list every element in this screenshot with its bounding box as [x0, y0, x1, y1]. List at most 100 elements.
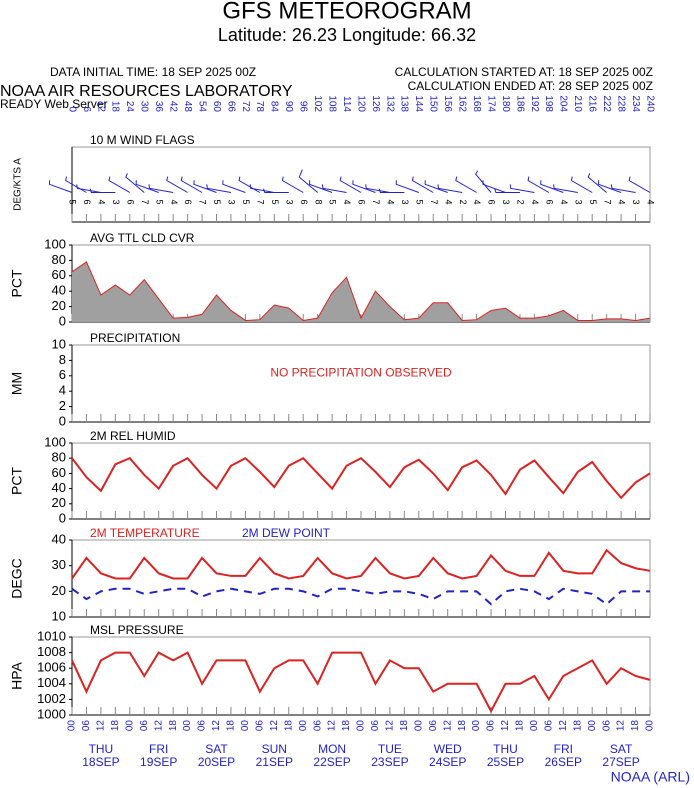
top-hour-label: 54: [196, 101, 207, 113]
panel-title: AVG TTL CLD CVR: [90, 231, 195, 245]
y-tick-label: 1000: [37, 706, 66, 721]
top-hour-label: 60: [211, 101, 222, 113]
bottom-hour-label: 06: [543, 720, 554, 732]
day-label: SAT: [205, 742, 228, 756]
bottom-hour-label: 06: [254, 720, 265, 732]
top-hour-label: 138: [399, 95, 410, 112]
y-tick-label: 20: [52, 495, 66, 510]
bottom-hour-label: 06: [312, 720, 323, 732]
day-label: TUE: [378, 742, 402, 756]
bottom-hour-label: 18: [572, 720, 583, 732]
date-label: 22SEP: [313, 755, 350, 769]
wind-flag: [424, 180, 448, 193]
top-hour-label: 228: [615, 95, 626, 112]
top-hour-label: 78: [254, 101, 265, 113]
wind-flag: [65, 176, 87, 193]
init-time: DATA INITIAL TIME: 18 SEP 2025 00Z: [50, 65, 256, 79]
bottom-hour-label: 06: [370, 720, 381, 732]
wind-speed-label: 6: [544, 199, 554, 204]
y-tick-label: 80: [52, 252, 66, 267]
wind-speed-label: 3: [400, 199, 410, 204]
top-hour-label: 132: [384, 95, 395, 112]
bottom-hour-label: 00: [413, 720, 424, 732]
date-label: 23SEP: [371, 755, 408, 769]
wind-flag: [570, 176, 593, 193]
bottom-hour-label: 00: [356, 720, 367, 732]
top-hour-label: 42: [168, 101, 179, 113]
wind-speed-label: 4: [472, 199, 482, 204]
wind-flag: [281, 176, 304, 193]
panel-title: 2M REL HUMID: [90, 429, 176, 443]
wind-speed-label: 5: [588, 199, 598, 204]
wind-flag: [238, 176, 261, 193]
y-tick-label: 2: [59, 398, 66, 413]
top-hour-label: 0: [66, 106, 77, 112]
wind-flag: [298, 169, 318, 193]
top-hour-label: 66: [225, 101, 236, 113]
date-label: 24SEP: [429, 755, 466, 769]
wind-speed-label: 3: [631, 199, 641, 204]
wind-speed-label: 3: [111, 199, 121, 204]
wind-speed-label: 3: [284, 199, 294, 204]
wind-speed-label: 2: [458, 199, 468, 204]
wind-speed-label: 5: [328, 199, 338, 204]
top-hour-label: 18: [110, 101, 121, 113]
wind-speed-label: 6: [357, 199, 367, 204]
y-tick-label: 6: [59, 367, 66, 382]
wind-flag: [365, 184, 390, 193]
bottom-hour-label: 06: [486, 720, 497, 732]
wind-flag: [135, 180, 159, 193]
top-hour-label: 144: [413, 95, 424, 112]
wind-speed-label: 4: [386, 199, 396, 204]
area-line: [71, 261, 651, 321]
bottom-hour-label: 18: [630, 720, 641, 732]
wind-speed-label: 3: [501, 199, 511, 204]
wind-flag: [482, 180, 506, 193]
bottom-hour-label: 06: [81, 720, 92, 732]
top-hour-label: 126: [370, 95, 381, 112]
wind-speed-label: 6: [299, 199, 309, 204]
bottom-hour-label: 00: [182, 720, 193, 732]
wind-flag: [249, 184, 275, 193]
wind-speed-label: 3: [227, 199, 237, 204]
top-hour-label: 108: [326, 95, 337, 112]
y-tick-label: 1002: [37, 691, 66, 706]
top-hour-label: 120: [355, 95, 366, 112]
top-hour-label: 210: [572, 95, 583, 112]
wind-flag: [610, 184, 636, 193]
y-tick-label: 30: [52, 557, 66, 572]
bottom-hour-label: 12: [269, 720, 280, 732]
series-line: [71, 587, 650, 606]
calc-start: CALCULATION STARTED AT: 18 SEP 2025 00Z: [395, 65, 653, 79]
series-line: [71, 548, 651, 580]
panel-frame: [71, 146, 651, 223]
top-hour-label: 102: [312, 95, 323, 112]
bottom-hour-label: 12: [558, 720, 569, 732]
wind-speed-label: 5: [154, 199, 164, 204]
top-hour-label: 48: [182, 101, 193, 113]
wind-flag: [89, 188, 116, 193]
panel-title: 10 M WIND FLAGS: [90, 133, 195, 147]
panel-frame: [71, 344, 651, 423]
day-label: THU: [493, 742, 518, 756]
y-tick-label: 100: [44, 236, 66, 251]
y-tick-label: 1006: [37, 660, 66, 675]
wind-speed-label: 4: [443, 199, 453, 204]
wind-speed-label: 7: [429, 199, 439, 204]
top-hour-label: 174: [485, 95, 496, 112]
area: [72, 261, 650, 322]
top-hour-label: 204: [558, 95, 569, 112]
wind-flag: [263, 188, 289, 193]
bottom-hour-label: 18: [110, 720, 121, 732]
top-hour-label: 234: [630, 95, 641, 112]
day-label: SUN: [262, 742, 287, 756]
day-label: FRI: [554, 742, 573, 756]
wind-speed-label: 5: [270, 199, 280, 204]
wind-flag: [180, 176, 203, 193]
top-hour-label: 24: [124, 101, 135, 113]
y-axis-label: HPA: [9, 661, 25, 689]
bottom-hour-label: 00: [124, 720, 135, 732]
wind-speed-label: 4: [169, 199, 179, 204]
y-tick-label: 1004: [37, 675, 66, 690]
